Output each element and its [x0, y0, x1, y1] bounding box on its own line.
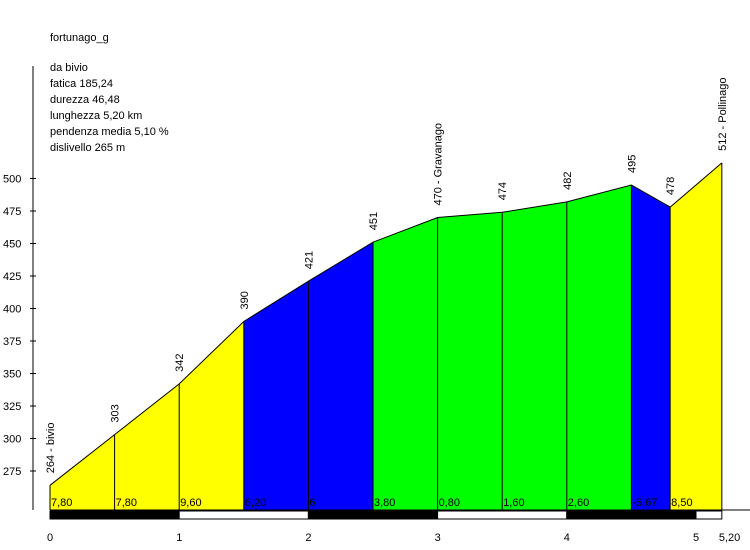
- altitude-label-9: 495: [626, 155, 638, 173]
- profile-segment-3: [243, 281, 309, 510]
- grade-label-6: 0,80: [439, 497, 460, 509]
- altitude-label-8: 482: [562, 172, 574, 190]
- grade-label-9: -5,67: [632, 497, 657, 509]
- altitude-label-2: 342: [174, 354, 186, 372]
- grade-label-3: 6,20: [245, 497, 266, 509]
- altitude-label-7: 474: [497, 182, 509, 200]
- profile-segment-9: [631, 185, 671, 510]
- y-tick-label-7: 450: [3, 239, 21, 251]
- altitude-label-6: 470 - Gravanago: [433, 123, 445, 206]
- profile-segment-10: [670, 162, 722, 510]
- profile-segment-4: [308, 242, 373, 510]
- km-bar-3: [437, 510, 568, 520]
- km-bar-5: [695, 510, 723, 520]
- grade-label-7: 1,60: [503, 497, 524, 509]
- km-bar-1: [178, 510, 309, 520]
- grade-label-5: 3,80: [374, 497, 395, 509]
- y-tick-label-0: 275: [3, 466, 21, 478]
- y-tick-label-6: 425: [3, 271, 21, 283]
- profile-segment-5: [373, 217, 438, 510]
- km-bar-0: [49, 510, 180, 520]
- x-tick-label-4: 4: [564, 532, 570, 544]
- altitude-label-4: 421: [303, 251, 315, 269]
- grade-label-4: 6: [309, 497, 315, 509]
- altitude-label-0: 264 - bivio: [45, 423, 57, 474]
- chart-title: fortunago_g: [50, 32, 109, 44]
- altitude-label-11: 512 - Pollinago: [717, 78, 729, 151]
- profile-segment-6: [437, 212, 503, 511]
- x-tick-label-3: 3: [435, 532, 441, 544]
- y-tick-label-5: 400: [3, 304, 21, 316]
- stat-start: da bivio: [50, 62, 88, 74]
- y-tick-label-1: 300: [3, 434, 21, 446]
- y-tick-label-3: 350: [3, 369, 21, 381]
- stat-lunghezza: lunghezza 5,20 km: [50, 110, 143, 122]
- x-tick-label-1: 1: [176, 532, 182, 544]
- y-tick-label-2: 325: [3, 401, 21, 413]
- grade-label-0: 7,80: [51, 497, 72, 509]
- altitude-label-3: 390: [239, 291, 251, 309]
- stat-fatica: fatica 185,24: [50, 78, 113, 90]
- stat-pendenza: pendenza media 5,10 %: [50, 126, 169, 138]
- altitude-label-5: 451: [368, 212, 380, 230]
- profile-segment-8: [566, 185, 632, 510]
- stat-dislivello: dislivello 265 m: [50, 142, 126, 154]
- profile-segment-7: [502, 201, 567, 510]
- y-tick-label-9: 500: [3, 174, 21, 186]
- grade-label-1: 7,80: [116, 497, 137, 509]
- y-tick-label-4: 375: [3, 336, 21, 348]
- grade-label-2: 9,60: [180, 497, 201, 509]
- km-bar-2: [307, 510, 439, 520]
- altitude-label-10: 478: [665, 177, 677, 195]
- profile-segment-1: [114, 383, 180, 510]
- x-end-label: 5,20: [719, 532, 740, 544]
- stat-durezza: durezza 46,48: [50, 94, 120, 106]
- grade-label-8: 2,60: [568, 497, 589, 509]
- profile-line: [49, 162, 723, 486]
- km-bar-4: [566, 510, 697, 520]
- y-tick-label-8: 475: [3, 206, 21, 218]
- profile-info: fortunago_g da bivio fatica 185,24 durez…: [50, 30, 169, 156]
- x-tick-label-5: 5: [693, 532, 699, 544]
- x-tick-label-0: 0: [47, 532, 53, 544]
- altitude-label-1: 303: [110, 404, 122, 422]
- profile-segment-2: [179, 321, 244, 510]
- profile-segment-0: [50, 434, 115, 510]
- x-tick-label-2: 2: [305, 532, 311, 544]
- grade-label-10: 8,50: [671, 497, 692, 509]
